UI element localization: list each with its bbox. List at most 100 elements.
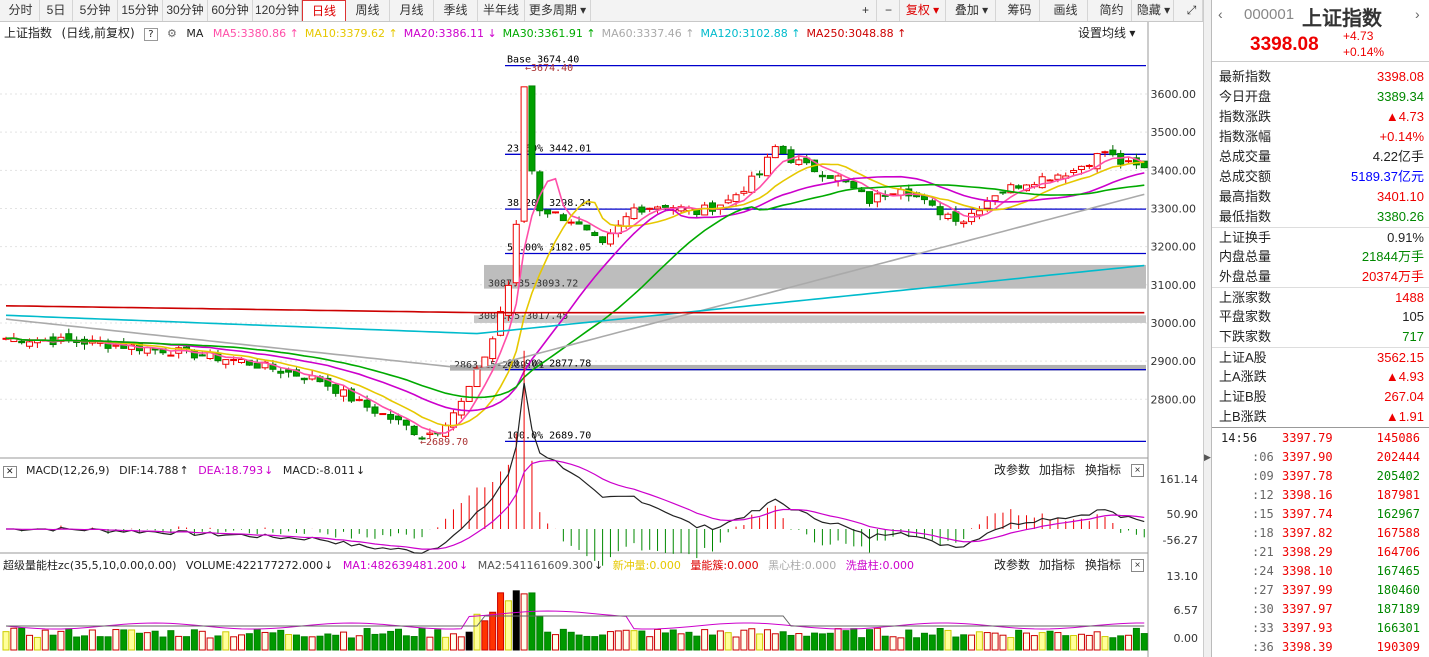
- support-band: [484, 264, 1146, 289]
- macd-close-button[interactable]: ×: [1131, 464, 1144, 477]
- candle: [1054, 174, 1062, 180]
- volume-bar: [347, 637, 355, 651]
- candle: [583, 224, 591, 231]
- volume-panel-buttons: 改参数 加指标 换指标 ×: [994, 556, 1154, 575]
- period-tab-4[interactable]: 30分钟: [163, 0, 208, 21]
- volume-bar: [748, 628, 756, 651]
- volume-bar: [638, 630, 646, 651]
- panel-splitter[interactable]: ▶: [1203, 0, 1211, 657]
- arrow-down-icon: ↓: [593, 559, 604, 572]
- period-tab-0[interactable]: 分时: [2, 0, 40, 21]
- volume-bar: [920, 632, 928, 651]
- candle: [1007, 184, 1015, 194]
- period-tab-10[interactable]: 季线: [434, 0, 478, 21]
- volume-bar: [818, 633, 826, 651]
- stat-value: 20374万手: [1361, 269, 1424, 284]
- gear-icon[interactable]: ⚙: [167, 27, 177, 40]
- candles: [2, 85, 1148, 441]
- period-tab-5[interactable]: 60分钟: [208, 0, 253, 21]
- stat-value: 21844万手: [1361, 249, 1424, 264]
- volume-bar: [363, 628, 371, 651]
- volume-bar: [190, 629, 198, 651]
- toolbar-control-3[interactable]: 叠加 ▾: [948, 0, 996, 21]
- toolbar-control-5[interactable]: 画线: [1044, 0, 1088, 21]
- stat-label: 最高指数: [1219, 189, 1272, 204]
- toolbar-control-0[interactable]: +: [855, 0, 877, 21]
- collapse-arrow-icon[interactable]: ▶: [1204, 452, 1211, 462]
- stat-label: 平盘家数: [1219, 309, 1272, 324]
- period-tab-9[interactable]: 月线: [390, 0, 434, 21]
- period-tab-1[interactable]: 5日: [40, 0, 73, 21]
- kline-chart[interactable]: 3600.00 3500.00 3400.00 3300.00 3200.00 3100.…: [0, 22, 1203, 657]
- prev-security-icon[interactable]: ‹: [1218, 6, 1223, 22]
- candle: [630, 207, 638, 220]
- tick-volume: 145086: [1376, 431, 1420, 445]
- volume-swap-indicator-button[interactable]: 换指标: [1085, 558, 1122, 572]
- candle: [858, 189, 866, 193]
- volume-bar: [1125, 634, 1133, 651]
- macd-tick-label: 50.90: [1167, 508, 1199, 521]
- toolbar-control-6[interactable]: 简约: [1092, 0, 1132, 21]
- macd-swap-indicator-button[interactable]: 换指标: [1085, 463, 1122, 477]
- help-icon[interactable]: ?: [144, 28, 158, 41]
- period-tab-2[interactable]: 5分钟: [73, 0, 118, 21]
- tick-time: :06: [1252, 450, 1274, 464]
- toolbar-control-2[interactable]: 复权 ▾: [900, 0, 946, 21]
- volume-bar: [975, 631, 983, 651]
- y-tick-label: 2800.00: [1151, 393, 1197, 406]
- tick-price: 3398.39: [1282, 640, 1333, 654]
- tick-volume: 205402: [1376, 469, 1420, 483]
- candle: [253, 362, 261, 369]
- volume-bar: [245, 633, 253, 651]
- volume-header: 超级量能柱zc(35,5,10,0.00,0.00) VOLUME:422177…: [0, 556, 990, 575]
- volume-add-indicator-button[interactable]: 加指标: [1039, 558, 1076, 572]
- volume-bar: [889, 636, 897, 651]
- macd-add-indicator-button[interactable]: 加指标: [1039, 463, 1076, 477]
- volume-bar: [622, 629, 630, 651]
- volume-bar: [300, 636, 308, 651]
- toolbar-control-4[interactable]: 筹码: [1000, 0, 1040, 21]
- stat-label: 上证B股: [1219, 389, 1267, 404]
- tick-time: :18: [1252, 526, 1274, 540]
- volume-bar: [316, 635, 324, 651]
- volume-bar: [669, 629, 677, 651]
- next-security-icon[interactable]: ›: [1415, 6, 1420, 22]
- period-tab-7[interactable]: 日线: [302, 0, 346, 21]
- candle: [481, 356, 489, 368]
- volume-bar: [897, 637, 905, 651]
- volume-bar: [842, 630, 850, 651]
- candle: [512, 223, 520, 284]
- price-annotation: ←3674.40: [525, 63, 573, 74]
- volume-bar: [834, 628, 842, 651]
- candle: [544, 209, 552, 215]
- candle: [575, 221, 583, 225]
- macd-params-button[interactable]: 改参数: [994, 463, 1031, 477]
- period-tab-6[interactable]: 120分钟: [253, 0, 302, 21]
- volume-params-button[interactable]: 改参数: [994, 558, 1031, 572]
- candle: [709, 202, 716, 212]
- candle: [528, 85, 536, 172]
- period-tab-12[interactable]: 更多周期 ▾: [525, 0, 591, 21]
- ma-legend-ma20: MA20:3386.11 ↓: [403, 27, 497, 40]
- candle: [65, 333, 73, 341]
- macd-close-icon[interactable]: ✕: [3, 466, 17, 478]
- candle: [1117, 152, 1125, 165]
- volume-bar: [881, 635, 889, 651]
- tick-price: 3397.78: [1282, 469, 1333, 483]
- stat-label: 上证换手: [1219, 230, 1272, 245]
- candle: [1070, 170, 1078, 173]
- toolbar-control-7[interactable]: 隐藏 ▾: [1134, 0, 1174, 21]
- ma-settings-button[interactable]: 设置均线 ▾: [1078, 24, 1135, 43]
- toolbar-control-1[interactable]: −: [878, 0, 900, 21]
- ma-label: MA: [186, 27, 204, 40]
- candle: [646, 207, 654, 210]
- stat-label: 总成交额: [1219, 169, 1272, 184]
- fullscreen-icon[interactable]: ⤢: [1181, 0, 1203, 21]
- period-tab-11[interactable]: 半年线: [478, 0, 525, 21]
- volume-close-button[interactable]: ×: [1131, 559, 1144, 572]
- period-tab-8[interactable]: 周线: [346, 0, 390, 21]
- candle: [324, 377, 332, 387]
- fib-label: Base 3674.40: [507, 55, 579, 66]
- stat-row: 指数涨跌 ▲4.73: [1212, 107, 1429, 127]
- period-tab-3[interactable]: 15分钟: [118, 0, 163, 21]
